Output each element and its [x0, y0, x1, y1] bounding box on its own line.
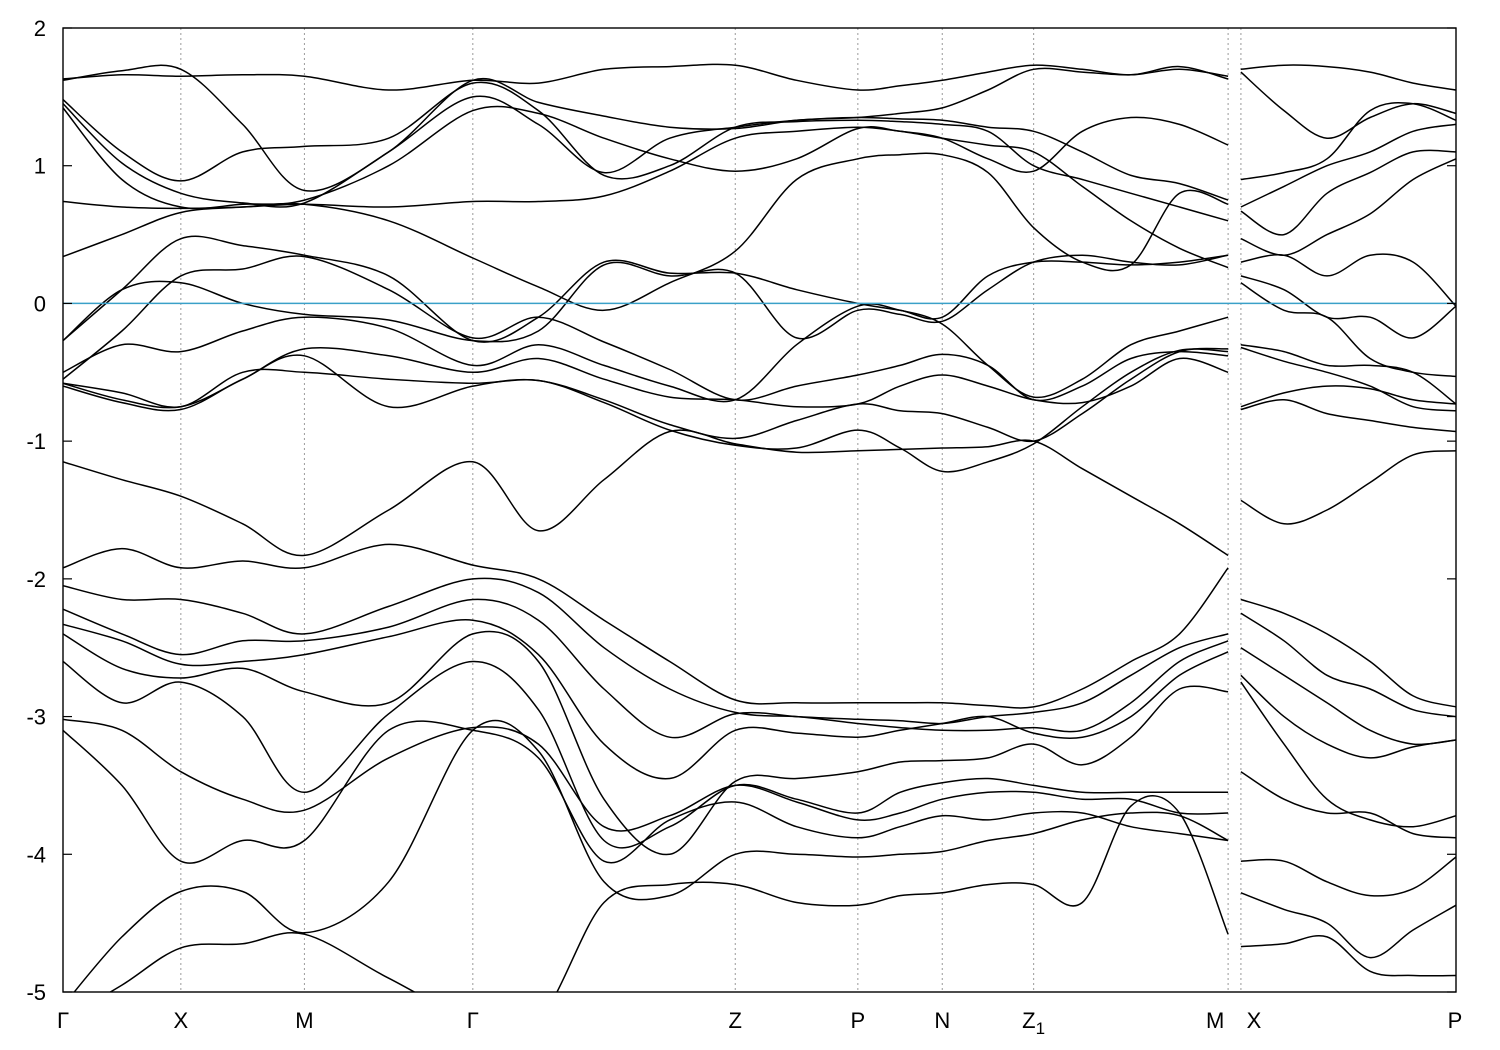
band-line-seg2-3 — [1240, 102, 1456, 181]
band-line-seg1-21 — [63, 660, 1229, 849]
band-line-seg1-10 — [63, 303, 1229, 403]
band-line-seg2-1 — [1240, 64, 1456, 91]
band-line-seg1-7 — [63, 152, 1229, 312]
x-tick-label: N — [934, 1008, 950, 1033]
band-line-seg1-19 — [63, 619, 1229, 780]
x-axis-ticks: Γ X M Γ Z P N Z1 M X P — [57, 1008, 1462, 1038]
band-line-seg2-4 — [1240, 123, 1456, 208]
y-tick-label: -4 — [26, 842, 46, 867]
x-tick-label: M — [1206, 1008, 1224, 1033]
y-axis-ticks: -5 -4 -3 -2 -1 0 1 2 — [26, 16, 1456, 1005]
x-tick-label: P — [851, 1008, 866, 1033]
band-lines — [63, 63, 1456, 992]
x-tick-label: Z — [729, 1008, 742, 1033]
band-line-seg2-23 — [1240, 935, 1456, 977]
x-tick-label: P — [1448, 1008, 1463, 1033]
x-tick-label: Γ — [57, 1008, 69, 1033]
band-line-seg2-22 — [1240, 892, 1456, 959]
band-line-seg2-17 — [1240, 647, 1456, 746]
high-symmetry-gridlines — [180, 28, 1242, 992]
y-tick-label: 1 — [34, 154, 46, 179]
band-line-seg1-2 — [63, 64, 1229, 192]
band-line-seg1-5 — [63, 105, 1229, 210]
band-line-seg2-9 — [1240, 282, 1456, 378]
band-line-seg1-8 — [63, 235, 1229, 343]
band-line-seg2-15 — [1240, 598, 1456, 708]
band-line-seg2-12 — [1240, 385, 1456, 408]
band-line-seg1-6 — [63, 126, 1229, 269]
band-line-seg1-11 — [63, 255, 1229, 402]
band-line-seg2-14 — [1240, 450, 1456, 525]
x-tick-label: M — [295, 1008, 313, 1033]
y-tick-label: 2 — [34, 16, 46, 41]
plot-frame — [62, 27, 1457, 993]
band-line-seg2-7 — [1240, 253, 1456, 307]
y-tick-label: -3 — [26, 705, 46, 730]
band-line-seg1-15 — [63, 429, 1229, 557]
band-line-seg1-24 — [73, 719, 1229, 992]
band-line-seg2-19 — [1240, 681, 1456, 828]
band-line-seg1-22 — [63, 718, 1229, 832]
band-line-seg2-6 — [1240, 158, 1456, 256]
y-tick-label: -2 — [26, 567, 46, 592]
band-line-seg1-25 — [108, 795, 1229, 992]
band-line-seg1-13 — [63, 347, 1229, 443]
band-line-seg1-17 — [63, 577, 1229, 725]
band-line-seg1-23 — [63, 720, 1229, 864]
band-line-seg1-16 — [63, 543, 1229, 709]
y-tick-label: -5 — [26, 980, 46, 1005]
band-line-seg2-21 — [1240, 856, 1456, 897]
band-line-seg2-13 — [1240, 399, 1456, 433]
x-tick-label: Γ — [467, 1008, 479, 1033]
band-line-seg1-14 — [63, 348, 1229, 473]
band-line-seg2-5 — [1240, 149, 1456, 236]
y-tick-label: 0 — [34, 291, 46, 316]
y-tick-label: -1 — [26, 429, 46, 454]
band-line-seg1-3 — [63, 81, 1229, 222]
x-tick-label: Z1 — [1022, 1008, 1045, 1038]
band-line-seg2-18 — [1240, 674, 1456, 759]
band-line-seg1-9 — [63, 254, 1229, 343]
x-tick-label: X — [174, 1008, 189, 1033]
band-line-seg1-20 — [63, 630, 1229, 856]
band-line-seg2-8 — [1240, 275, 1456, 339]
band-line-seg1-1 — [63, 63, 1229, 91]
band-line-seg2-20 — [1240, 771, 1456, 839]
band-line-seg2-11 — [1240, 346, 1456, 412]
x-tick-label: X — [1247, 1008, 1262, 1033]
band-line-seg1-18 — [63, 598, 1229, 739]
band-line-seg2-10 — [1240, 343, 1456, 405]
band-line-seg2-16 — [1240, 612, 1456, 718]
